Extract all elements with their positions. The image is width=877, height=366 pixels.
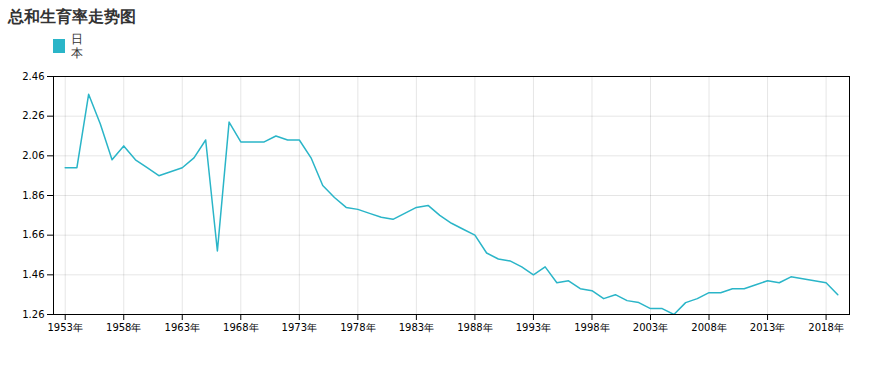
html-text:日 本: 日 本 [71, 32, 83, 60]
svg-text:1.26: 1.26 [22, 309, 44, 320]
svg-text:2003年: 2003年 [633, 322, 668, 333]
svg-text:1983年: 1983年 [399, 322, 434, 333]
svg-text:2018年: 2018年 [808, 322, 843, 333]
svg-text:1.66: 1.66 [22, 229, 44, 240]
svg-text:1978年: 1978年 [340, 322, 375, 333]
svg-text:1968年: 1968年 [223, 322, 258, 333]
svg-text:2.46: 2.46 [22, 71, 44, 82]
svg-text:1993年: 1993年 [516, 322, 551, 333]
svg-text:1988年: 1988年 [457, 322, 492, 333]
html-text:总和生育率走势图: 总和生育率走势图 [8, 7, 136, 26]
svg-text:1963年: 1963年 [165, 322, 200, 333]
svg-text:1958年: 1958年 [106, 322, 141, 333]
svg-text:1.46: 1.46 [22, 269, 44, 280]
svg-text:1953年: 1953年 [47, 322, 82, 333]
svg-text:1.86: 1.86 [22, 190, 44, 201]
svg-text:2.26: 2.26 [22, 110, 44, 121]
svg-text:2013年: 2013年 [750, 322, 785, 333]
svg-text:1998年: 1998年 [574, 322, 609, 333]
svg-text:2.06: 2.06 [22, 150, 44, 161]
svg-text:1973年: 1973年 [282, 322, 317, 333]
svg-text:2008年: 2008年 [691, 322, 726, 333]
